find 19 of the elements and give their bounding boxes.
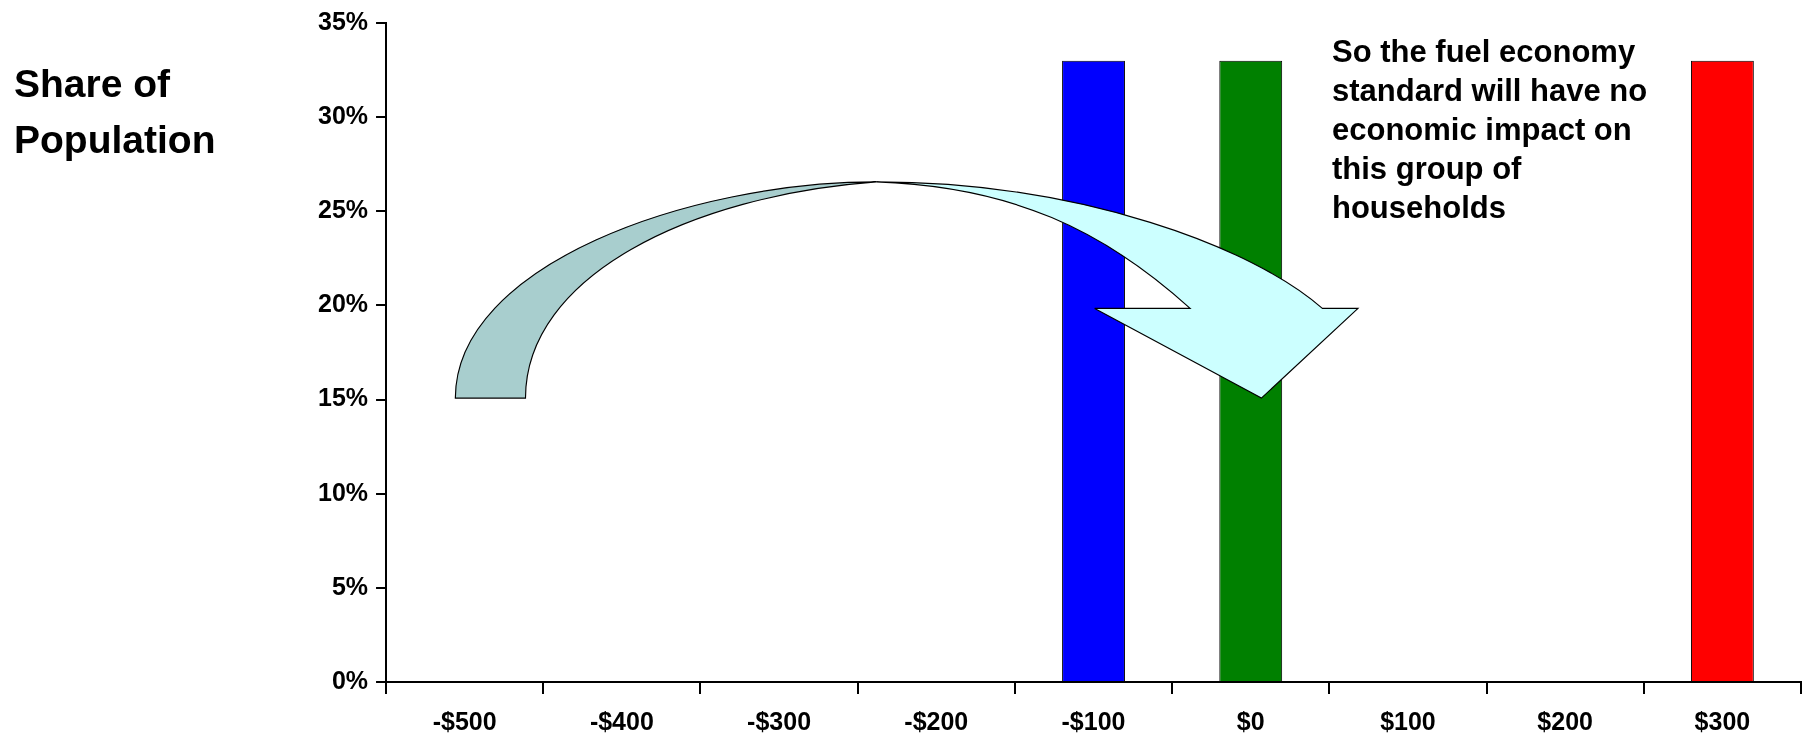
x-tick-label: -$300 [747, 706, 812, 735]
x-tick-label: -$500 [432, 706, 497, 735]
x-tick-label: $200 [1537, 706, 1593, 735]
y-tick-label: 25% [317, 195, 369, 224]
x-tick-label: $300 [1694, 706, 1751, 735]
y-tick-label: 10% [317, 477, 369, 506]
y-tick-label: 5% [331, 571, 369, 600]
y-tick-label: 20% [317, 289, 369, 318]
y-axis-title: Share of Population [14, 61, 217, 163]
y-tick-label: 15% [317, 383, 369, 412]
y-tick-label: 30% [317, 101, 369, 130]
x-tick-label: $0 [1236, 706, 1265, 735]
x-tick-label: -$100 [1061, 706, 1126, 735]
x-tick-label: -$200 [904, 706, 969, 735]
y-tick-label: 0% [331, 665, 369, 694]
x-tick-label: $100 [1380, 706, 1436, 735]
annotation: So the fuel economy standard will have no economic impact on this group of households [1332, 33, 1649, 227]
x-tick-label: -$400 [589, 706, 654, 735]
y-tick-label: 35% [317, 6, 369, 35]
